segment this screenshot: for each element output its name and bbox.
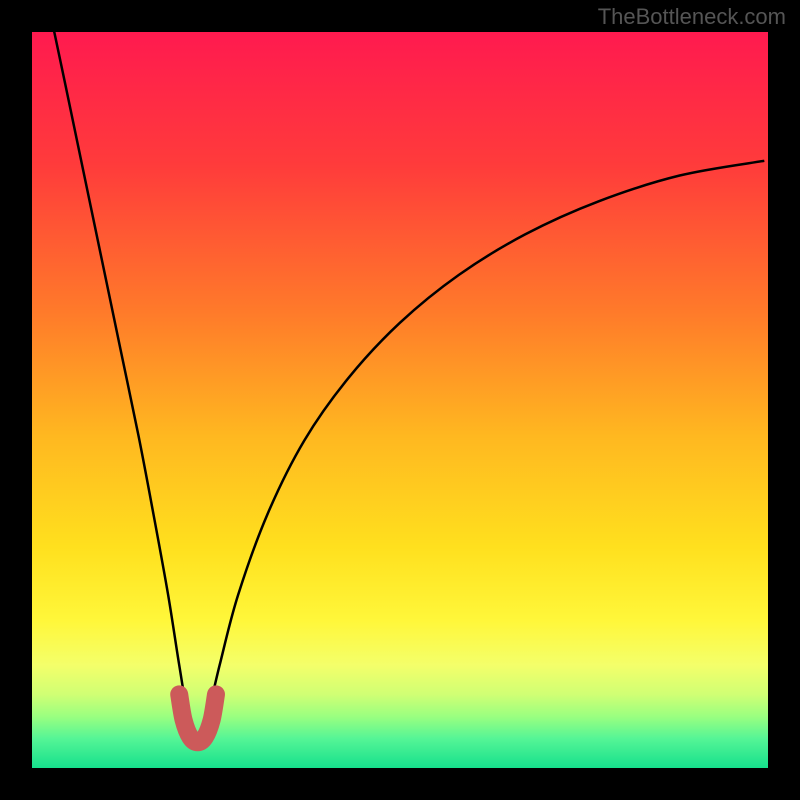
plot-gradient-background (32, 32, 768, 768)
watermark-text: TheBottleneck.com (598, 4, 786, 30)
bottleneck-curve-chart (0, 0, 800, 800)
chart-stage: TheBottleneck.com (0, 0, 800, 800)
